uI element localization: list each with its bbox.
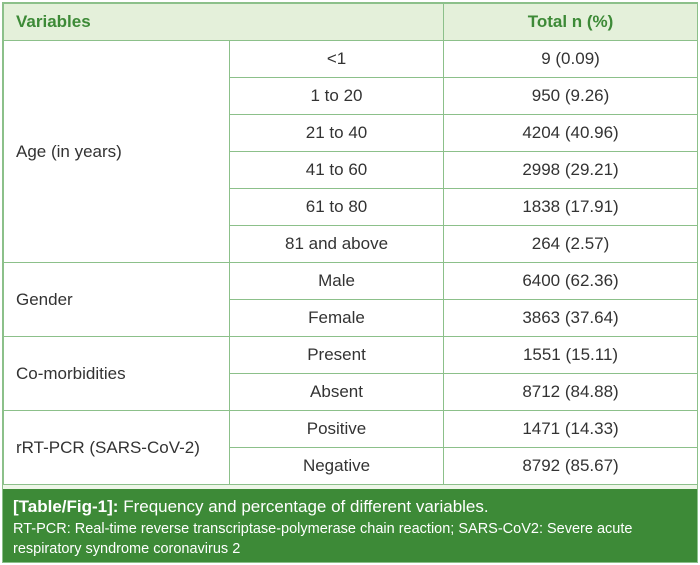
category-cell: Absent — [228, 373, 445, 411]
value-cell: 3863 (37.64) — [443, 299, 697, 337]
header-variables: Variables — [3, 3, 445, 41]
table-row: Gender Male 6400 (62.36) — [3, 262, 697, 337]
value-cell: 6400 (62.36) — [443, 262, 697, 300]
table-row: Absent 8712 (84.88) — [4, 373, 697, 411]
table-row: 21 to 40 4204 (40.96) — [4, 114, 697, 152]
table-row: Co-morbidities Present 1551 (15.11) — [3, 336, 697, 411]
table-row: 61 to 80 1838 (17.91) — [4, 188, 697, 226]
caption-title-line: [Table/Fig-1]: Frequency and percentage … — [13, 495, 687, 519]
caption-label: [Table/Fig-1]: — [13, 497, 119, 516]
category-cell: 41 to 60 — [228, 151, 445, 189]
category-cell: Female — [228, 299, 445, 337]
table-row: 81 and above 264 (2.57) — [4, 225, 697, 263]
value-cell: 8712 (84.88) — [443, 373, 697, 411]
value-cell: 264 (2.57) — [443, 225, 697, 263]
table-row: Negative 8792 (85.67) — [4, 447, 697, 485]
table-row: rRT-PCR (SARS-CoV-2) Positive 1471 (14.3… — [3, 410, 697, 485]
variable-comorbidities: Co-morbidities — [3, 336, 230, 411]
value-cell: 4204 (40.96) — [443, 114, 697, 152]
category-cell: 81 and above — [228, 225, 445, 263]
variable-rrt-pcr: rRT-PCR (SARS-CoV-2) — [3, 410, 230, 485]
category-cell: Present — [228, 336, 445, 374]
category-cell: 21 to 40 — [228, 114, 445, 152]
table-header-row: Variables Total n (%) — [3, 3, 697, 41]
value-cell: 8792 (85.67) — [443, 447, 697, 485]
variables-table: Variables Total n (%) Age (in years) <1 … — [3, 3, 697, 485]
table-row: Female 3863 (37.64) — [4, 299, 697, 337]
value-cell: 950 (9.26) — [443, 77, 697, 115]
category-cell: <1 — [228, 40, 445, 78]
category-cell: Male — [228, 262, 445, 300]
table-row: 1 to 20 950 (9.26) — [4, 77, 697, 115]
category-cell: 1 to 20 — [228, 77, 445, 115]
variable-age: Age (in years) — [3, 40, 230, 263]
figure-caption: [Table/Fig-1]: Frequency and percentage … — [3, 489, 697, 562]
value-cell: 9 (0.09) — [443, 40, 697, 78]
caption-title: Frequency and percentage of different va… — [123, 497, 489, 516]
table-row: 41 to 60 2998 (29.21) — [4, 151, 697, 189]
value-cell: 2998 (29.21) — [443, 151, 697, 189]
table-row: Age (in years) <1 9 (0.09) — [3, 40, 697, 263]
variable-gender: Gender — [3, 262, 230, 337]
value-cell: 1471 (14.33) — [443, 410, 697, 448]
category-cell: 61 to 80 — [228, 188, 445, 226]
category-cell: Positive — [228, 410, 445, 448]
header-total: Total n (%) — [443, 3, 697, 41]
value-cell: 1551 (15.11) — [443, 336, 697, 374]
category-cell: Negative — [228, 447, 445, 485]
caption-note: RT-PCR: Real-time reverse transcriptase-… — [13, 521, 633, 557]
value-cell: 1838 (17.91) — [443, 188, 697, 226]
